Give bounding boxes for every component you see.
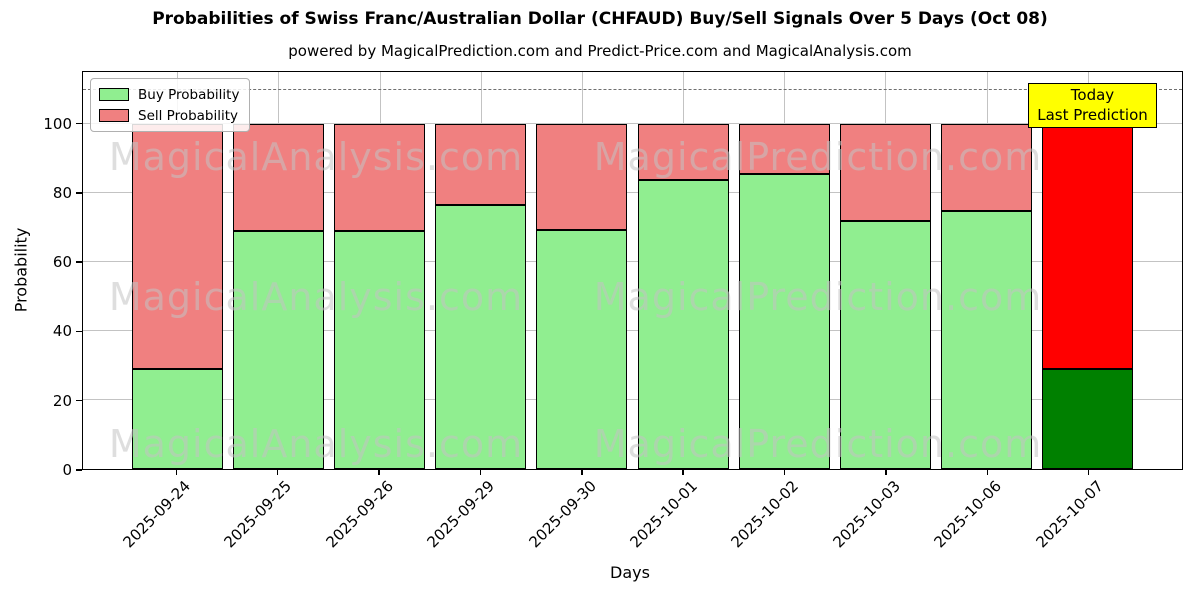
watermark-text: MagicalAnalysis.com: [108, 422, 524, 466]
y-tick-label: 80: [52, 183, 72, 202]
plot-area: MagicalAnalysis.com MagicalPrediction.com…: [82, 71, 1183, 470]
bar-sell-segment: [637, 124, 729, 180]
x-tick-mark: [479, 470, 482, 475]
y-tick-mark: [76, 261, 82, 263]
bar-sell-segment: [333, 124, 426, 232]
watermark-text: MagicalAnalysis.com: [108, 135, 524, 179]
y-tick-label: 100: [43, 114, 72, 133]
x-tick-label: 2025-10-03: [829, 477, 904, 552]
h-gridline: [83, 261, 1182, 263]
y-tick-mark: [76, 192, 82, 194]
x-tick-label: 2025-10-01: [626, 477, 701, 552]
watermark-text: MagicalPrediction.com: [593, 275, 1043, 319]
bar-sell-segment: [232, 124, 324, 232]
dashed-threshold-line: [83, 88, 1182, 90]
x-tick-label: 2025-09-29: [423, 477, 499, 552]
x-tick-label: 2025-09-26: [322, 477, 397, 552]
x-tick-mark: [682, 470, 684, 475]
bar-buy-segment: [637, 179, 729, 469]
bar-sell-segment: [131, 124, 223, 370]
bar-sell-segment: [536, 124, 628, 230]
legend-label-buy: Buy Probability: [138, 86, 240, 103]
x-axis-label: Days: [610, 563, 650, 582]
y-tick-mark: [76, 399, 82, 402]
bar-buy-segment: [941, 210, 1033, 469]
sell-swatch-icon: [99, 109, 129, 122]
y-tick-label: 40: [52, 322, 72, 341]
bar-sell-segment: [738, 124, 830, 175]
x-tick-label: 2025-10-06: [930, 477, 1006, 552]
x-tick-label: 2025-09-25: [221, 477, 296, 552]
x-tick-mark: [175, 470, 178, 475]
x-tick-mark: [1087, 470, 1090, 475]
chart-title: Probabilities of Swiss Franc/Australian …: [152, 9, 1048, 29]
legend-item-buy: Buy Probability: [99, 84, 239, 105]
watermark-text: MagicalPrediction.com: [593, 422, 1043, 466]
x-tick-mark: [986, 470, 989, 475]
legend-item-sell: Sell Probability: [99, 105, 239, 126]
watermark-text: MagicalPrediction.com: [593, 135, 1043, 179]
x-tick-label: 2025-10-07: [1032, 477, 1107, 552]
buy-swatch-icon: [99, 88, 129, 101]
h-gridline: [83, 192, 1182, 194]
bar-sell-segment: [839, 124, 932, 221]
y-axis-label: Probability: [11, 227, 31, 313]
bar-buy-segment: [435, 205, 527, 469]
bar-buy-segment: [738, 174, 830, 469]
y-tick-mark: [76, 330, 82, 333]
bar-sell-segment: [1042, 124, 1134, 370]
legend-label-sell: Sell Probability: [138, 107, 239, 124]
y-tick-label: 0: [62, 461, 72, 479]
x-tick-mark: [581, 470, 583, 475]
x-tick-mark: [276, 470, 279, 475]
h-gridline: [83, 330, 1182, 332]
x-tick-mark: [885, 470, 887, 475]
legend: Buy Probability Sell Probability: [90, 78, 251, 132]
bar-buy-segment: [131, 369, 223, 469]
bar-buy-segment: [536, 229, 628, 469]
today-annotation-line1: Today: [1070, 86, 1115, 104]
watermark-text: MagicalAnalysis.com: [108, 275, 524, 319]
y-tick-label: 60: [52, 253, 72, 272]
today-annotation: Today Last Prediction: [1028, 83, 1157, 128]
x-tick-label: 2025-09-30: [525, 477, 600, 552]
chart-subtitle: powered by MagicalPrediction.com and Pre…: [288, 42, 912, 60]
x-tick-mark: [783, 470, 786, 475]
bar-buy-segment: [232, 231, 324, 469]
bar-sell-segment: [941, 124, 1033, 211]
bar-buy-segment: [333, 231, 426, 469]
y-tick-mark: [76, 469, 82, 471]
bar-buy-segment: [1042, 369, 1134, 469]
h-gridline: [83, 399, 1182, 401]
bar-buy-segment: [839, 220, 932, 469]
x-tick-mark: [378, 470, 380, 475]
bar-sell-segment: [435, 124, 527, 206]
y-tick-label: 20: [52, 391, 72, 410]
x-tick-label: 2025-09-24: [119, 477, 195, 552]
x-tick-label: 2025-10-02: [727, 477, 803, 552]
h-gridline: [83, 123, 1182, 125]
today-annotation-line2: Last Prediction: [1037, 105, 1148, 124]
y-tick-mark: [76, 122, 82, 125]
